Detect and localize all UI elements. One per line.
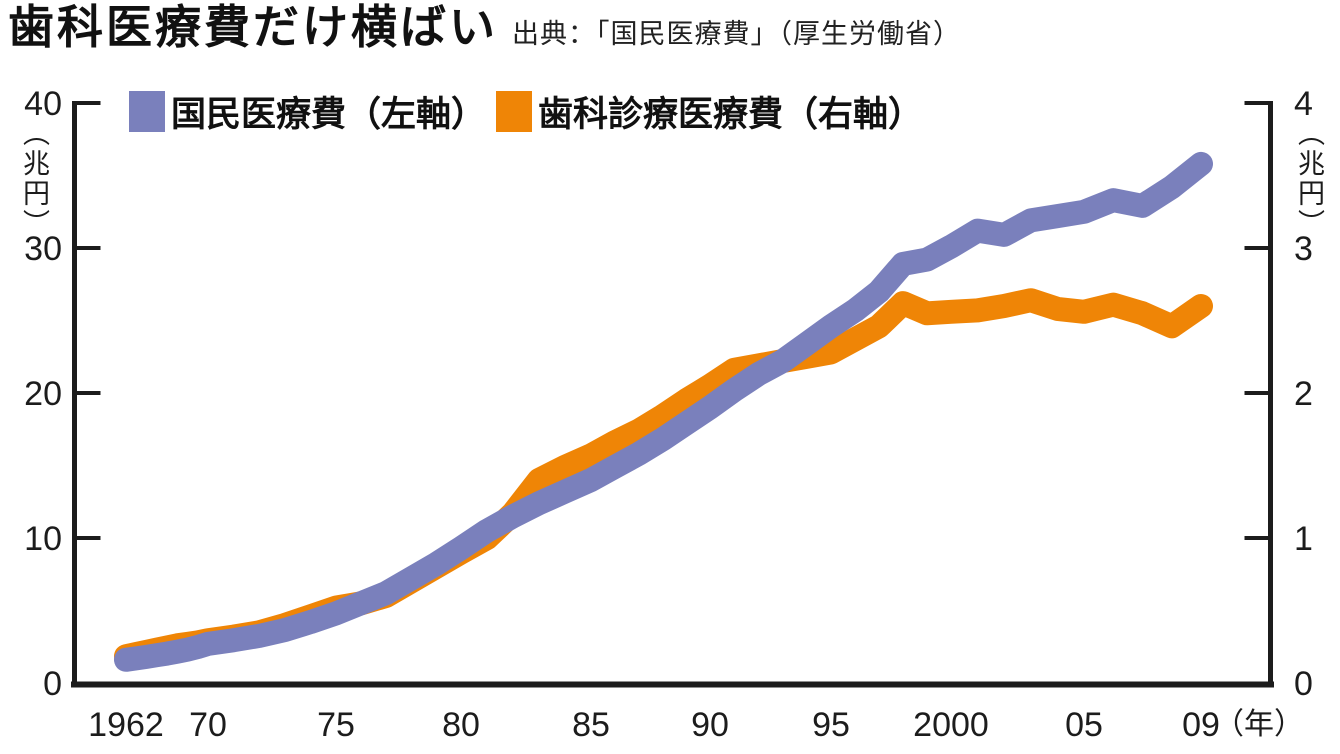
- axis-left-unit-label: （兆円）: [19, 119, 49, 239]
- axis-right-unit-label: （兆円）: [1294, 119, 1324, 239]
- legend-label-dental: 歯科診療医療費（右軸）: [538, 95, 924, 134]
- legend-item-dental: 歯科診療医療費（右軸）: [496, 86, 923, 137]
- left-axis-tick-label: 10: [24, 520, 62, 558]
- right-axis-tick-label: 0: [1294, 665, 1313, 703]
- source-label: 出典：「国民医療費」（厚生労働省）: [512, 19, 961, 49]
- right-axis-tick-label: 3: [1294, 230, 1313, 268]
- x-axis-tick-label: 05: [1065, 706, 1103, 744]
- left-axis-tick-label: 30: [24, 230, 62, 268]
- page-title: 歯科医療費だけ横ばい: [8, 1, 498, 53]
- x-axis-tick-label: 70: [189, 706, 227, 744]
- left-axis-tick-label: 20: [24, 375, 62, 413]
- x-axis-tick-label: 2000: [913, 706, 989, 744]
- national-medical-series-line: [114, 151, 1213, 672]
- x-axis-tick-label: 80: [442, 706, 480, 744]
- x-axis-tick-label: 85: [572, 706, 610, 744]
- legend-swatch-dental: [496, 91, 533, 132]
- x-axis-tick-label: 95: [812, 706, 850, 744]
- legend-label-national: 国民医療費（左軸）: [171, 95, 487, 134]
- x-axis-tick-label: 09: [1182, 706, 1220, 744]
- legend: 国民医療費（左軸） 歯科診療医療費（右軸）: [129, 86, 933, 137]
- left-axis-tick-label: 40: [24, 85, 62, 123]
- x-axis-tick-label: 1962: [88, 706, 164, 744]
- x-axis-unit-label: （年）: [1214, 708, 1304, 741]
- right-axis-tick-label: 4: [1294, 85, 1313, 123]
- dental-medical-series-line: [114, 288, 1213, 669]
- right-axis-tick-label: 1: [1294, 520, 1313, 558]
- left-axis-tick-label: 0: [43, 665, 62, 703]
- legend-swatch-national: [129, 91, 165, 132]
- right-axis-tick-label: 2: [1294, 375, 1313, 413]
- x-axis-tick-label: 90: [691, 706, 729, 744]
- header: 歯科医療費だけ横ばい 出典：「国民医療費」（厚生労働省）: [8, 2, 961, 53]
- x-axis-tick-label: 75: [317, 706, 355, 744]
- legend-item-national: 国民医療費（左軸）: [129, 86, 486, 137]
